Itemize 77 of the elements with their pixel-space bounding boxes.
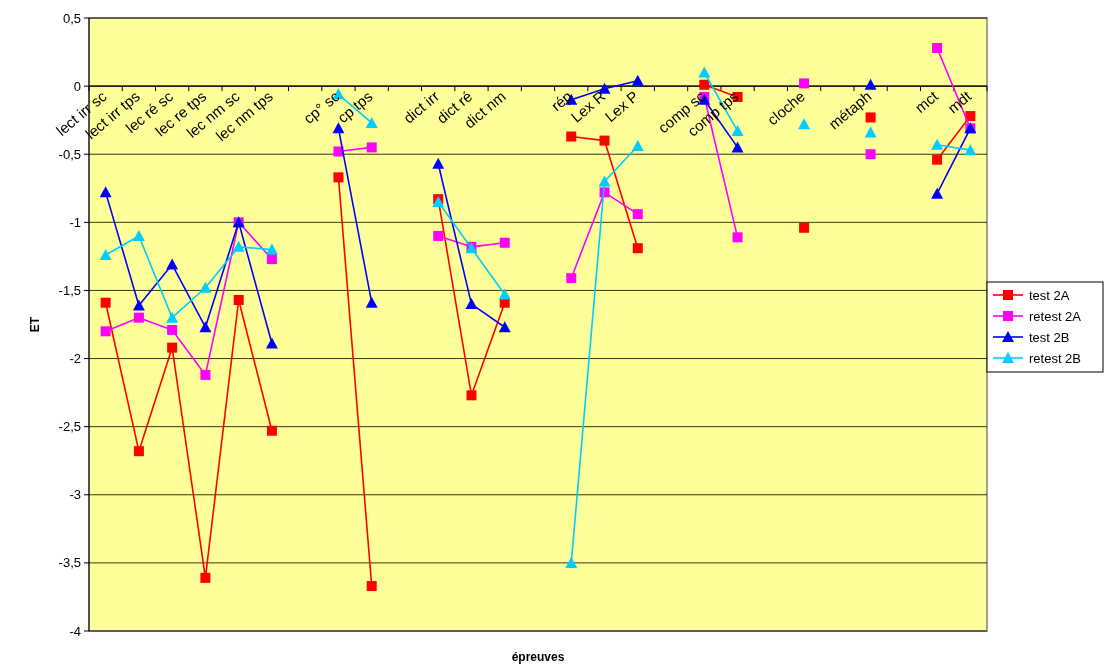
point xyxy=(99,186,112,198)
point xyxy=(932,42,943,53)
y-tick-label: -2 xyxy=(69,351,81,367)
point xyxy=(265,337,278,349)
y-tick-label: -1,5 xyxy=(58,282,81,298)
legend-label: test 2B xyxy=(1029,329,1070,345)
point xyxy=(365,296,378,308)
point xyxy=(365,116,378,128)
y-tick-label: -3 xyxy=(69,487,81,503)
point xyxy=(200,369,211,380)
point xyxy=(366,581,377,592)
point xyxy=(265,243,278,255)
point xyxy=(498,321,511,333)
point xyxy=(498,288,511,300)
point xyxy=(632,243,643,254)
point xyxy=(631,140,644,152)
y-tick-label: -3,5 xyxy=(58,555,81,571)
x-axis-title: épreuves xyxy=(511,650,565,664)
point xyxy=(132,299,145,311)
point xyxy=(731,141,744,153)
point xyxy=(166,311,179,323)
point xyxy=(964,144,977,156)
point xyxy=(167,342,178,353)
point xyxy=(166,258,179,270)
point xyxy=(566,273,577,284)
point xyxy=(233,294,244,305)
point xyxy=(133,446,144,457)
point xyxy=(731,125,744,137)
y-tick-label: -4 xyxy=(69,623,81,639)
point xyxy=(100,297,111,308)
y-tick-label: -0,5 xyxy=(58,146,81,162)
point xyxy=(465,298,478,310)
x-tick-label: mct xyxy=(911,86,942,116)
legend-label: retest 2A xyxy=(1029,308,1082,324)
point xyxy=(232,240,245,252)
point xyxy=(699,79,710,90)
point xyxy=(200,572,211,583)
point xyxy=(333,172,344,183)
point xyxy=(698,66,711,78)
point xyxy=(932,154,943,165)
point xyxy=(366,142,377,153)
point xyxy=(167,324,178,335)
point xyxy=(100,326,111,337)
point xyxy=(132,229,145,241)
y-tick-label: 0,5 xyxy=(62,10,81,26)
point xyxy=(199,281,212,293)
point xyxy=(133,312,144,323)
point xyxy=(799,222,810,233)
point xyxy=(566,131,577,142)
point xyxy=(732,232,743,243)
point xyxy=(499,237,510,248)
point xyxy=(266,425,277,436)
point xyxy=(931,187,944,199)
point xyxy=(864,78,877,90)
point xyxy=(466,390,477,401)
y-tick-label: -2,5 xyxy=(58,419,81,435)
point xyxy=(266,254,277,265)
point xyxy=(599,135,610,146)
point xyxy=(199,321,212,333)
point xyxy=(632,209,643,220)
legend-label: retest 2B xyxy=(1029,350,1082,366)
point xyxy=(99,249,112,261)
point xyxy=(865,149,876,160)
y-tick-label: -1 xyxy=(69,214,81,230)
point xyxy=(433,230,444,241)
point xyxy=(332,122,345,134)
point xyxy=(598,175,611,187)
point xyxy=(432,157,445,169)
legend-label: test 2A xyxy=(1029,287,1070,303)
x-tick-label: rép xyxy=(547,87,576,115)
point xyxy=(931,138,944,150)
y-axis-title: ET xyxy=(28,316,42,333)
point xyxy=(799,78,810,89)
point xyxy=(631,74,644,86)
x-tick-label: mdt xyxy=(944,86,975,117)
point xyxy=(565,556,578,568)
y-tick-label: 0 xyxy=(73,78,81,94)
